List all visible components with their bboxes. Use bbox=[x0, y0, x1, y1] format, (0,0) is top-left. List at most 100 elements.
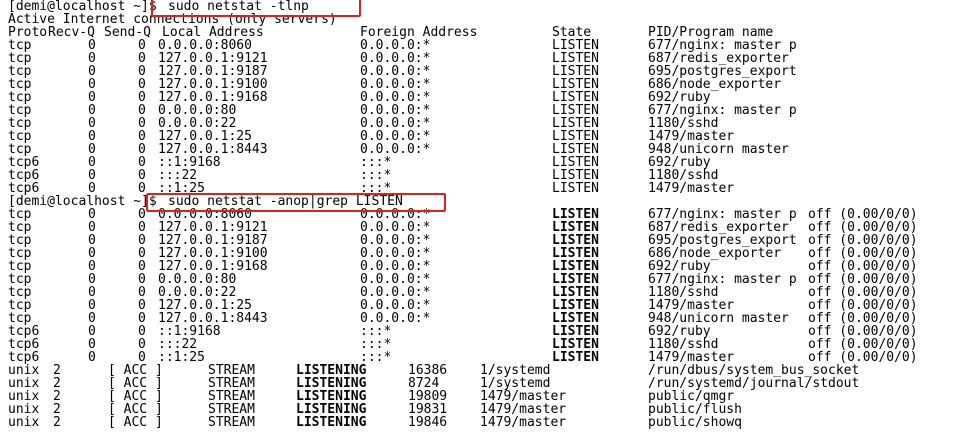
row-cell: 19846 bbox=[408, 415, 448, 430]
row-cell: off (0.00/0/0) bbox=[808, 220, 918, 235]
row-cell: public/qmgr bbox=[648, 389, 735, 404]
connection-row: tcp 0 0 0.0.0.0:80 0.0.0.0:* LISTEN 677/nginx:… bbox=[8, 104, 974, 117]
row-cell: off (0.00/0/0) bbox=[808, 350, 918, 365]
row-cell: 0 bbox=[88, 155, 96, 170]
row-cell: LISTEN bbox=[552, 259, 599, 274]
row-cell: LISTEN bbox=[552, 220, 599, 235]
row-cell: off (0.00/0/0) bbox=[808, 259, 918, 274]
socket-row: tcp 0 0 0.0.0.0:80 0.0.0.0:* LISTEN 677/nginx:… bbox=[8, 273, 974, 286]
prompt: [demi@localhost ~]$ bbox=[8, 0, 157, 14]
row-cell: :::22 bbox=[158, 168, 198, 183]
row-cell: LISTEN bbox=[552, 51, 599, 66]
row-cell: 0 bbox=[88, 181, 96, 196]
row-cell: 0.0.0.0:* bbox=[360, 142, 431, 157]
row-cell: LISTEN bbox=[552, 168, 599, 183]
row-cell: unix bbox=[8, 402, 40, 417]
row-cell: 127.0.0.1:25 bbox=[158, 298, 252, 313]
row-cell: 0 bbox=[138, 51, 146, 66]
socket-row: tcp 0 0 0.0.0.0:22 0.0.0.0:* LISTEN 1180/sshd o… bbox=[8, 286, 974, 299]
row-cell: 0 bbox=[138, 142, 146, 157]
connection-row: tcp6 0 0:::22:::* LISTEN 1180/sshd bbox=[8, 169, 974, 182]
row-cell: 0 bbox=[88, 64, 96, 79]
row-cell: 2 bbox=[53, 389, 61, 404]
row-cell: 1479/master bbox=[648, 129, 735, 144]
row-cell: 2 bbox=[53, 363, 61, 378]
row-cell: tcp6 bbox=[8, 324, 40, 339]
row-cell: off (0.00/0/0) bbox=[808, 207, 918, 222]
row-cell: 0.0.0.0:8060 bbox=[158, 38, 252, 53]
row-cell: 677/nginx: master p bbox=[648, 38, 797, 53]
row-cell: 127.0.0.1:9100 bbox=[158, 246, 268, 261]
row-cell: LISTEN bbox=[552, 142, 599, 157]
row-cell: 0 bbox=[88, 168, 96, 183]
row-cell: LISTENING bbox=[296, 415, 367, 430]
row-cell: LISTEN bbox=[552, 129, 599, 144]
column-header: Proto bbox=[8, 25, 48, 40]
row-cell: tcp bbox=[8, 233, 32, 248]
row-cell: tcp bbox=[8, 311, 32, 326]
row-cell: [ ACC ] bbox=[108, 415, 163, 430]
row-cell: 948/unicorn master bbox=[648, 142, 789, 157]
row-cell: 0 bbox=[138, 77, 146, 92]
row-cell: 2 bbox=[53, 415, 61, 430]
row-cell: ::1:9168 bbox=[158, 155, 221, 170]
row-cell: STREAM bbox=[208, 415, 255, 430]
row-cell: unix bbox=[8, 363, 40, 378]
row-cell: off (0.00/0/0) bbox=[808, 285, 918, 300]
row-cell: 0 bbox=[88, 207, 96, 222]
row-cell: 0 bbox=[138, 259, 146, 274]
row-cell: [ ACC ] bbox=[108, 402, 163, 417]
row-cell: off (0.00/0/0) bbox=[808, 246, 918, 261]
row-cell: 0 bbox=[138, 272, 146, 287]
row-cell: 695/postgres_export bbox=[648, 233, 797, 248]
connection-row: tcp 0 0 127.0.0.1:9121 0.0.0.0:* LISTEN 687/re… bbox=[8, 52, 974, 65]
row-cell: LISTEN bbox=[552, 350, 599, 365]
row-cell: 16386 bbox=[408, 363, 448, 378]
connection-row: tcp 0 0 127.0.0.1:9187 0.0.0.0:* LISTEN 695/po… bbox=[8, 65, 974, 78]
row-cell: 0 bbox=[138, 311, 146, 326]
row-cell: LISTEN bbox=[552, 64, 599, 79]
row-cell: 687/redis_exporter bbox=[648, 220, 789, 235]
column-header: Send-Q bbox=[104, 25, 151, 40]
unix-socket-row: unix 2 [ ACC ] STREAM LISTENING 19831 1479/mas… bbox=[8, 403, 974, 416]
row-cell: 0.0.0.0:* bbox=[360, 311, 431, 326]
row-cell: public/flush bbox=[648, 402, 742, 417]
row-cell: 0 bbox=[138, 207, 146, 222]
row-cell: tcp bbox=[8, 90, 32, 105]
row-cell: :::* bbox=[360, 337, 392, 352]
row-cell: 0.0.0.0:* bbox=[360, 103, 431, 118]
row-cell: 0 bbox=[88, 324, 96, 339]
row-cell: 0.0.0.0:80 bbox=[158, 272, 237, 287]
row-cell: tcp bbox=[8, 129, 32, 144]
row-cell: 0 bbox=[88, 129, 96, 144]
row-cell: 0 bbox=[138, 285, 146, 300]
row-cell: 0 bbox=[138, 220, 146, 235]
row-cell: 692/ruby bbox=[648, 90, 711, 105]
row-cell: LISTEN bbox=[552, 272, 599, 287]
row-cell: 0.0.0.0:* bbox=[360, 51, 431, 66]
row-cell: LISTEN bbox=[552, 116, 599, 131]
row-cell: ::1:25 bbox=[158, 181, 205, 196]
row-cell: 0 bbox=[88, 116, 96, 131]
row-cell: 677/nginx: master p bbox=[648, 103, 797, 118]
row-cell: 1479/master bbox=[480, 415, 567, 430]
row-cell: 0 bbox=[138, 90, 146, 105]
row-cell: 127.0.0.1:25 bbox=[158, 129, 252, 144]
row-cell: tcp6 bbox=[8, 337, 40, 352]
row-cell: off (0.00/0/0) bbox=[808, 298, 918, 313]
row-cell: 1180/sshd bbox=[648, 116, 719, 131]
row-cell: 0 bbox=[138, 64, 146, 79]
row-cell: 1180/sshd bbox=[648, 285, 719, 300]
row-cell: 695/postgres_export bbox=[648, 64, 797, 79]
row-cell: 1479/master bbox=[480, 389, 567, 404]
row-cell: LISTEN bbox=[552, 181, 599, 196]
row-cell: 0 bbox=[88, 311, 96, 326]
row-cell: LISTEN bbox=[552, 207, 599, 222]
row-cell: LISTEN bbox=[552, 233, 599, 248]
connection-row: tcp 0 0 127.0.0.1:8443 0.0.0.0:* LISTEN 948/un… bbox=[8, 143, 974, 156]
socket-row: tcp 0 0 127.0.0.1:9121 0.0.0.0:* LISTEN 687/re… bbox=[8, 221, 974, 234]
terminal-output[interactable]: [demi@localhost ~]$ sudo netstat -tlnp Act… bbox=[8, 0, 974, 429]
row-cell: 0 bbox=[88, 337, 96, 352]
row-cell: LISTENING bbox=[296, 402, 367, 417]
row-cell: 0.0.0.0:* bbox=[360, 129, 431, 144]
